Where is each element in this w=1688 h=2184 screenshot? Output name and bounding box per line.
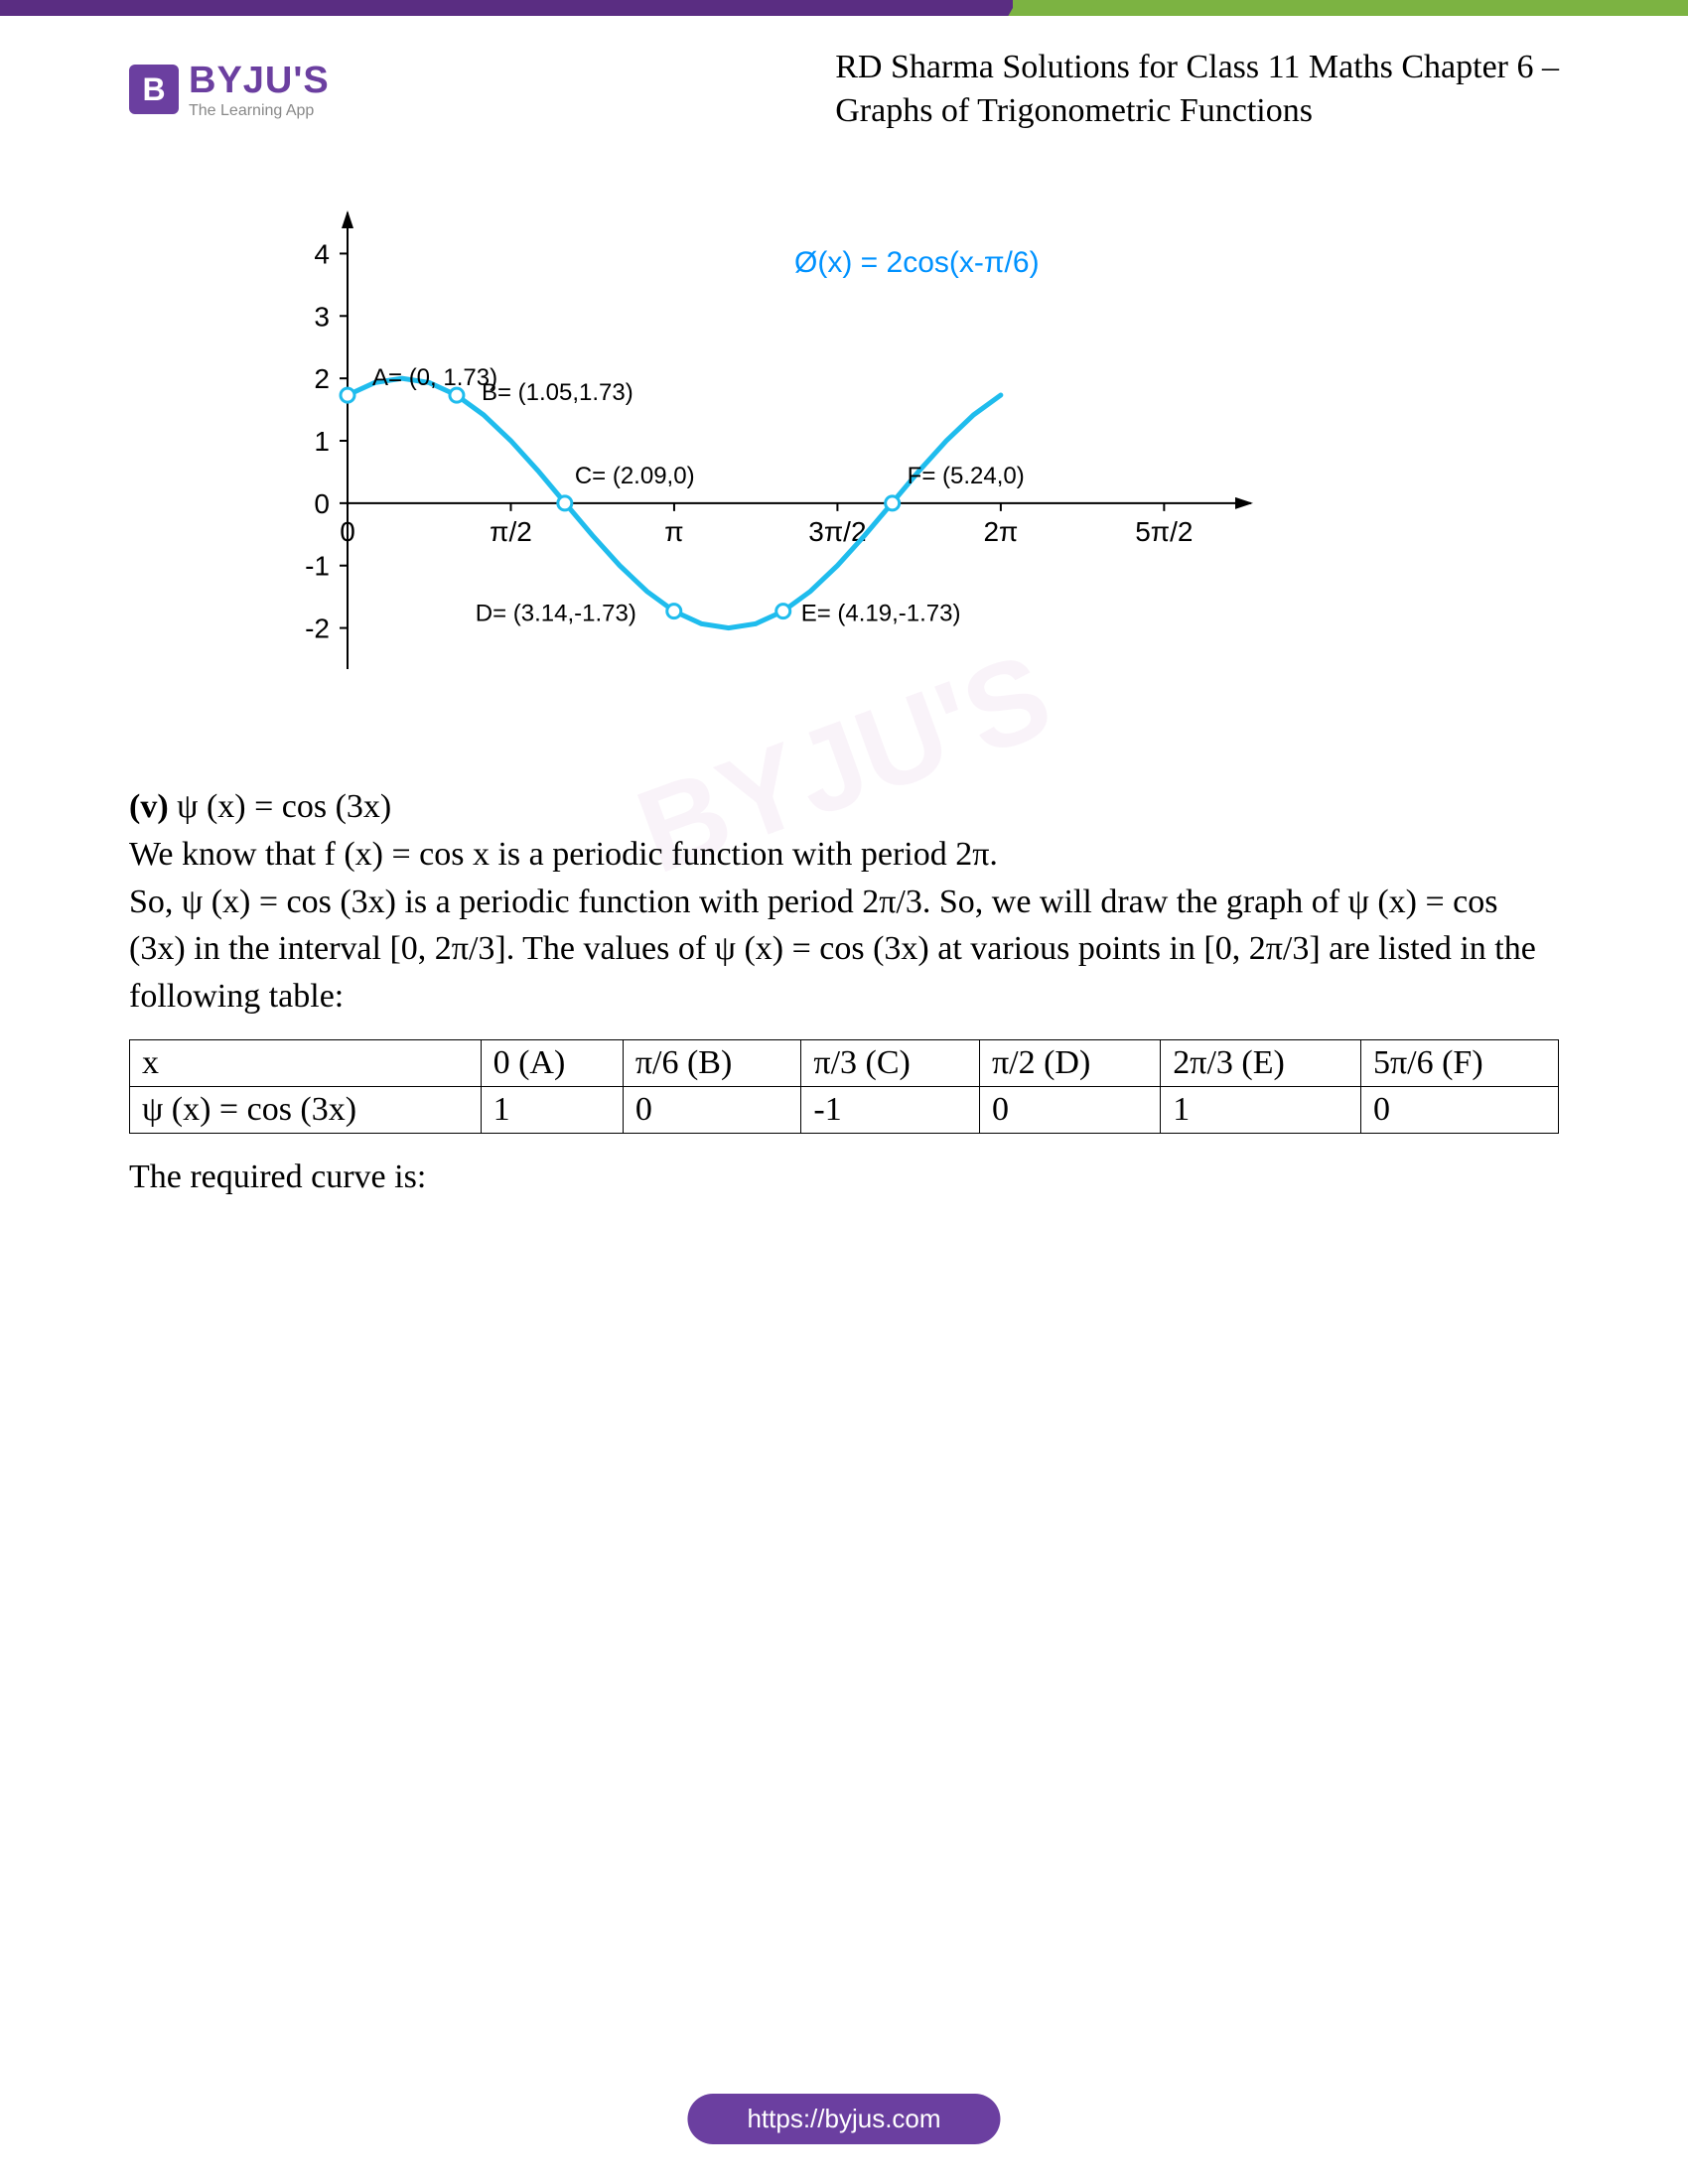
table-cell: 0 bbox=[623, 1087, 801, 1134]
table-cell: ψ (x) = cos (3x) bbox=[130, 1087, 482, 1134]
paragraph-periodic: We know that f (x) = cos x is a periodic… bbox=[129, 836, 998, 873]
table-cell: π/3 (C) bbox=[801, 1040, 980, 1087]
logo-icon: B bbox=[129, 65, 179, 114]
svg-text:0: 0 bbox=[314, 488, 330, 519]
table-cell: 0 bbox=[1360, 1087, 1558, 1134]
chart-container: -2-1012340π/2π3π/22π5π/2A= (0, 1.73)B= (… bbox=[228, 203, 1559, 724]
table-row: x 0 (A) π/6 (B) π/3 (C) π/2 (D) 2π/3 (E)… bbox=[130, 1040, 1559, 1087]
paragraph-required-curve: The required curve is: bbox=[129, 1154, 1559, 1201]
logo-section: B BYJU'S The Learning App bbox=[129, 60, 330, 120]
table-cell: 0 bbox=[979, 1087, 1160, 1134]
svg-text:F= (5.24,0): F= (5.24,0) bbox=[908, 463, 1025, 489]
table-cell: π/2 (D) bbox=[979, 1040, 1160, 1087]
table-cell: π/6 (B) bbox=[623, 1040, 801, 1087]
table-cell: 1 bbox=[481, 1087, 623, 1134]
svg-text:D= (3.14,-1.73): D= (3.14,-1.73) bbox=[476, 601, 636, 627]
header-title: RD Sharma Solutions for Class 11 Maths C… bbox=[835, 46, 1559, 133]
item-func-v: ψ (x) = cos (3x) bbox=[169, 788, 392, 825]
item-label-v: (v) bbox=[129, 788, 169, 825]
header-title-line1: RD Sharma Solutions for Class 11 Maths C… bbox=[835, 49, 1559, 85]
svg-text:2π: 2π bbox=[983, 516, 1018, 547]
svg-text:1: 1 bbox=[314, 426, 330, 457]
svg-text:E= (4.19,-1.73): E= (4.19,-1.73) bbox=[801, 601, 961, 627]
svg-text:A= (0, 1.73): A= (0, 1.73) bbox=[372, 364, 497, 391]
svg-text:π/2: π/2 bbox=[490, 516, 532, 547]
header-title-line2: Graphs of Trigonometric Functions bbox=[835, 92, 1313, 129]
logo-name: BYJU'S bbox=[189, 60, 330, 102]
svg-text:0: 0 bbox=[340, 516, 355, 547]
table-cell: 2π/3 (E) bbox=[1161, 1040, 1361, 1087]
svg-text:-1: -1 bbox=[305, 551, 330, 582]
table-row: ψ (x) = cos (3x) 1 0 -1 0 1 0 bbox=[130, 1087, 1559, 1134]
table-cell: x bbox=[130, 1040, 482, 1087]
top-accent-bar bbox=[0, 0, 1688, 16]
svg-text:4: 4 bbox=[314, 239, 330, 270]
footer-url[interactable]: https://byjus.com bbox=[687, 2094, 1000, 2144]
logo-tagline: The Learning App bbox=[189, 102, 330, 120]
svg-text:C= (2.09,0): C= (2.09,0) bbox=[575, 463, 695, 489]
trig-chart: -2-1012340π/2π3π/22π5π/2A= (0, 1.73)B= (… bbox=[228, 203, 1271, 719]
svg-text:5π/2: 5π/2 bbox=[1135, 516, 1193, 547]
table-cell: 1 bbox=[1161, 1087, 1361, 1134]
table-cell: 5π/6 (F) bbox=[1360, 1040, 1558, 1087]
svg-text:2: 2 bbox=[314, 364, 330, 395]
table-cell: -1 bbox=[801, 1087, 980, 1134]
svg-text:Ø(x) = 2cos(x-π/6): Ø(x) = 2cos(x-π/6) bbox=[794, 246, 1040, 279]
paragraph-explain: So, ψ (x) = cos (3x) is a periodic funct… bbox=[129, 884, 1536, 1015]
paragraph-v: (v) ψ (x) = cos (3x) We know that f (x) … bbox=[129, 783, 1559, 1020]
table-cell: 0 (A) bbox=[481, 1040, 623, 1087]
logo-text-block: BYJU'S The Learning App bbox=[189, 60, 330, 120]
svg-text:π: π bbox=[664, 516, 683, 547]
page-header: B BYJU'S The Learning App RD Sharma Solu… bbox=[0, 16, 1688, 153]
svg-text:3: 3 bbox=[314, 302, 330, 333]
main-content: -2-1012340π/2π3π/22π5π/2A= (0, 1.73)B= (… bbox=[0, 153, 1688, 1241]
svg-text:B= (1.05,1.73): B= (1.05,1.73) bbox=[482, 379, 633, 406]
svg-text:-2: -2 bbox=[305, 614, 330, 644]
values-table: x 0 (A) π/6 (B) π/3 (C) π/2 (D) 2π/3 (E)… bbox=[129, 1039, 1559, 1134]
